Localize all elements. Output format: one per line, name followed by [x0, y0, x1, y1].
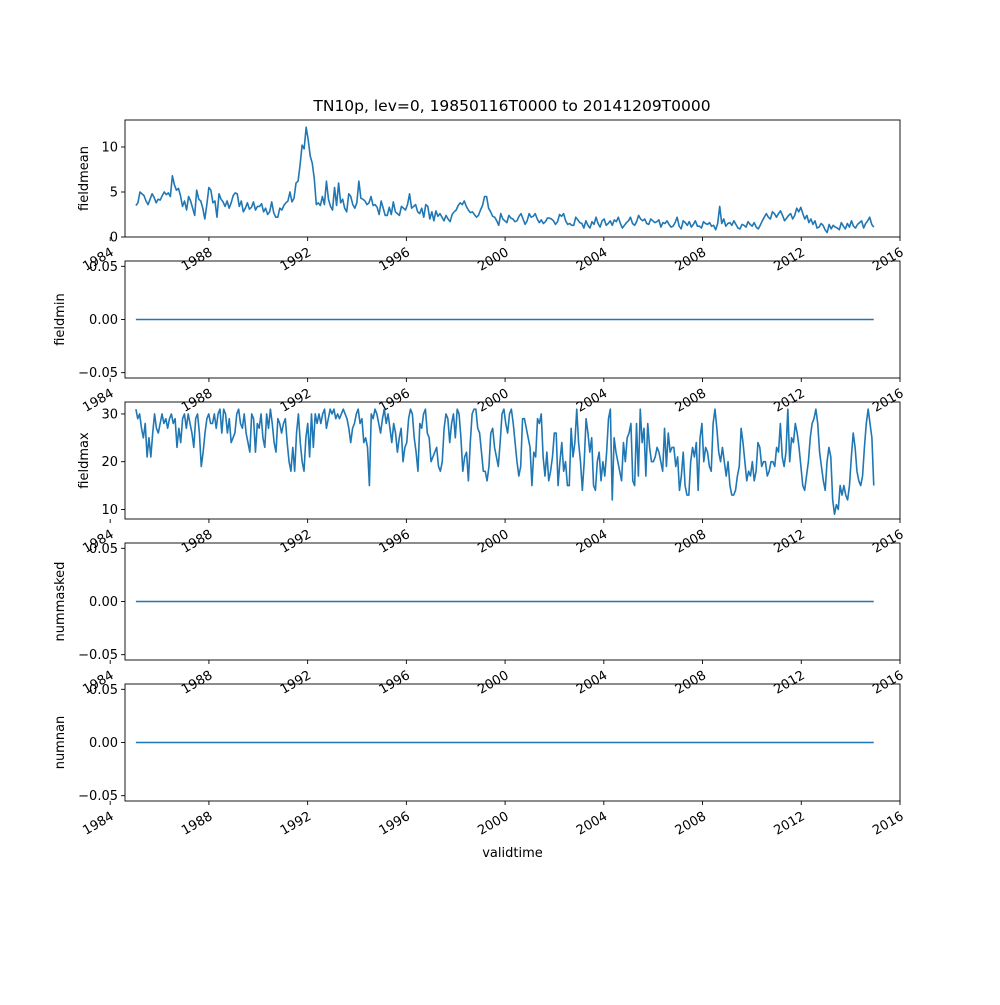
- y-tick-label: 0.05: [89, 683, 118, 698]
- y-tick-label: −0.05: [78, 366, 118, 381]
- x-tick-label: 1988: [179, 245, 215, 275]
- x-tick-label: 1992: [278, 245, 314, 275]
- y-tick-label: 0.05: [89, 260, 118, 275]
- y-axis-label-fieldmean: fieldmean: [77, 146, 92, 211]
- x-axis-label: validtime: [482, 846, 543, 861]
- y-tick-label: 0: [110, 231, 118, 246]
- x-tick-label: 2012: [772, 386, 808, 416]
- x-tick-label: 2008: [673, 668, 709, 698]
- x-tick-label: 2004: [574, 386, 610, 416]
- y-tick-label: 0.00: [89, 313, 118, 328]
- x-tick-label: 2012: [772, 809, 808, 839]
- x-tick-label: 2000: [475, 527, 511, 557]
- x-tick-label: 2012: [772, 527, 808, 557]
- y-tick-label: 5: [110, 186, 118, 201]
- x-tick-label: 2012: [772, 668, 808, 698]
- x-tick-label: 2004: [574, 245, 610, 275]
- x-tick-label: 1996: [377, 809, 413, 839]
- x-tick-label: 2016: [870, 386, 906, 416]
- x-tick-label: 2000: [475, 245, 511, 275]
- x-tick-label: 1996: [377, 245, 413, 275]
- y-axis-label-numnan: numnan: [53, 716, 68, 770]
- y-tick-label: 30: [101, 407, 118, 422]
- y-tick-label: 20: [101, 455, 118, 470]
- x-tick-label: 1992: [278, 668, 314, 698]
- y-tick-label: 0.05: [89, 542, 118, 557]
- y-axis-label-fieldmax: fieldmax: [77, 432, 92, 489]
- x-tick-label: 2016: [870, 527, 906, 557]
- x-tick-label: 2000: [475, 668, 511, 698]
- y-axis-label-fieldmin: fieldmin: [53, 293, 68, 346]
- x-tick-label: 1988: [179, 386, 215, 416]
- y-axis-label-nummasked: nummasked: [53, 562, 68, 642]
- series-line-fieldmean: [135, 126, 875, 234]
- x-tick-label: 2012: [772, 245, 808, 275]
- series-line-fieldmax: [135, 408, 875, 516]
- axes-frame-fieldmax: [124, 401, 901, 520]
- y-tick-label: −0.05: [78, 789, 118, 804]
- y-tick-label: 10: [101, 503, 118, 518]
- x-tick-label: 1992: [278, 809, 314, 839]
- x-tick-label: 1992: [278, 386, 314, 416]
- x-tick-label: 1996: [377, 527, 413, 557]
- x-tick-label: 1992: [278, 527, 314, 557]
- x-tick-label: 1988: [179, 527, 215, 557]
- x-tick-label: 2004: [574, 809, 610, 839]
- chart-title: TN10p, lev=0, 19850116T0000 to 20141209T…: [312, 97, 710, 115]
- y-tick-label: 0.00: [89, 736, 118, 751]
- x-tick-label: 1988: [179, 809, 215, 839]
- x-tick-label: 2016: [870, 668, 906, 698]
- y-tick-label: 0.00: [89, 595, 118, 610]
- y-tick-label: 10: [101, 141, 118, 156]
- x-tick-label: 1988: [179, 668, 215, 698]
- x-tick-label: 1996: [377, 668, 413, 698]
- x-tick-label: 1984: [80, 809, 116, 839]
- x-tick-label: 2016: [870, 245, 906, 275]
- x-tick-label: 2016: [870, 809, 906, 839]
- x-tick-label: 2000: [475, 809, 511, 839]
- x-tick-label: 2000: [475, 386, 511, 416]
- x-tick-label: 2004: [574, 668, 610, 698]
- x-tick-label: 2004: [574, 527, 610, 557]
- x-tick-label: 2008: [673, 245, 709, 275]
- axes-frame-fieldmean: [124, 119, 901, 238]
- x-tick-label: 2008: [673, 386, 709, 416]
- y-tick-label: −0.05: [78, 648, 118, 663]
- x-tick-label: 2008: [673, 809, 709, 839]
- x-tick-label: 2008: [673, 527, 709, 557]
- x-tick-label: 1996: [377, 386, 413, 416]
